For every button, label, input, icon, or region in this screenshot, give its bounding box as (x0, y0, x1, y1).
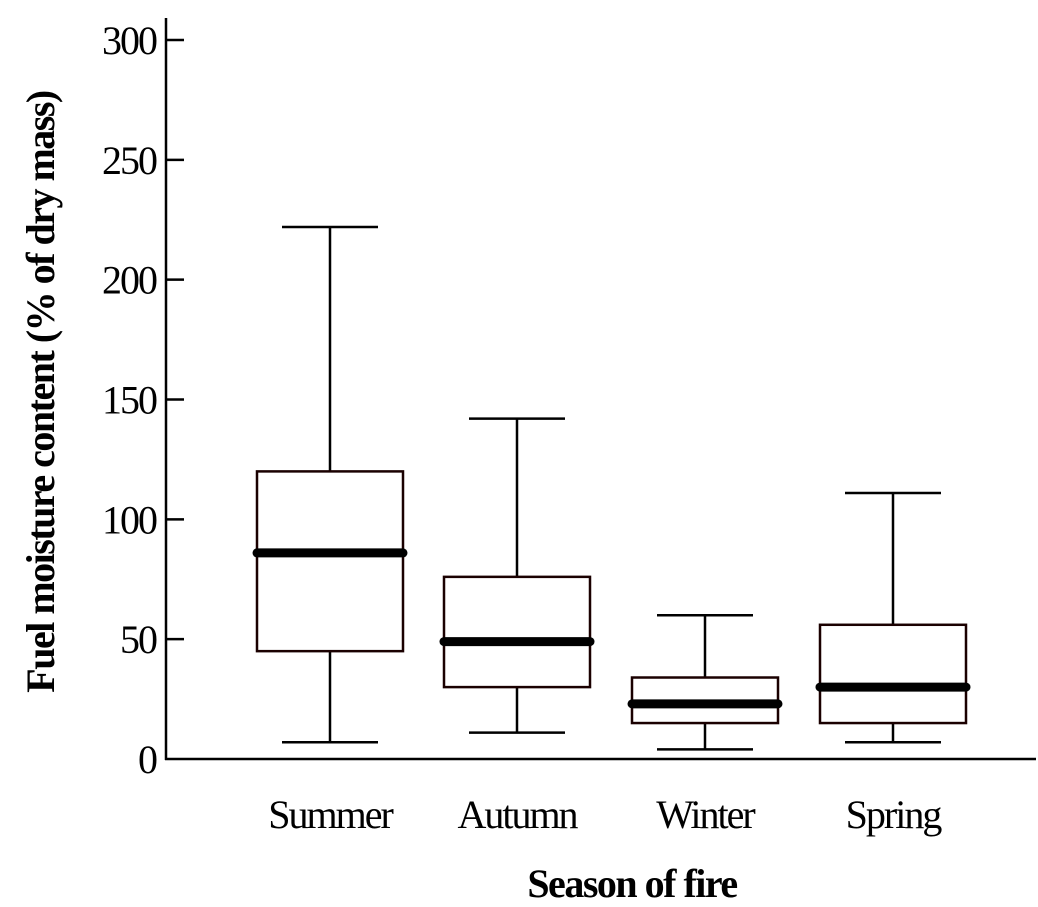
x-tick-label: Winter (656, 792, 755, 837)
box-summer (252, 225, 408, 744)
iqr-box (255, 470, 405, 653)
x-tick-label: Autumn (457, 792, 578, 837)
x-tick-label: Spring (846, 792, 943, 837)
x-tick-label: Summer (268, 792, 393, 837)
boxes (252, 225, 971, 751)
axes (164, 18, 1036, 761)
x-axis-title: Season of fire (527, 861, 737, 906)
y-tick-label: 100 (102, 497, 157, 542)
y-tick-label: 50 (120, 617, 157, 662)
y-tick-label: 0 (138, 737, 157, 782)
y-tick-label: 200 (102, 258, 157, 303)
box-autumn (439, 417, 595, 734)
iqr-box (818, 623, 968, 725)
y-tick-label: 250 (102, 138, 157, 183)
y-tick-label: 150 (102, 378, 157, 423)
y-axis-title: Fuel moisture content (% of dry mass) (18, 91, 63, 693)
iqr-box (442, 575, 592, 689)
labels: 0 50 100 150 200 250 300 Summer Autumn Winter Spri… (102, 18, 944, 837)
box-winter (627, 613, 783, 751)
box-spring (815, 491, 971, 744)
y-tick-label: 300 (102, 18, 157, 63)
